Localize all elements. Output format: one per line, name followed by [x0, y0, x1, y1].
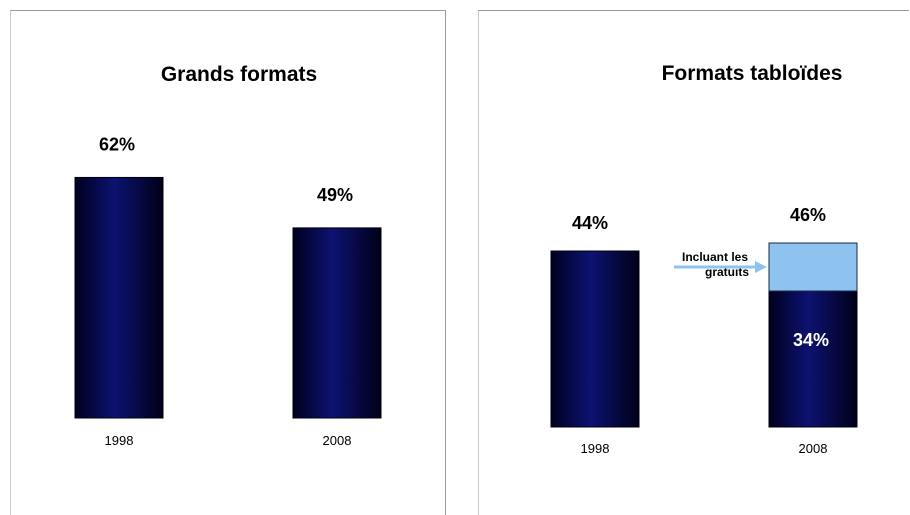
- chart-title: Formats tabloïdes: [662, 62, 843, 85]
- value-label-1998: 62%: [99, 134, 135, 154]
- bar-2008: [768, 290, 858, 428]
- x-tick-label: 2008: [323, 433, 352, 448]
- segment-label-2008: 34%: [793, 330, 829, 350]
- chart-panel-formats-tabloides: Formats tabloïdes 44% 1998 46% 34% 2008 Inclu…: [478, 10, 909, 515]
- bar-1998: [74, 176, 164, 419]
- x-tick-label: 1998: [581, 441, 610, 456]
- chart-formats-tabloides: Formats tabloïdes 44% 1998 46% 34% 2008 Inclu…: [550, 62, 858, 456]
- bar-1998: [550, 250, 640, 428]
- x-tick-label: 2008: [799, 441, 828, 456]
- value-label-2008: 49%: [317, 185, 353, 205]
- x-tick-label: 1998: [105, 433, 134, 448]
- value-label-1998: 44%: [572, 213, 608, 233]
- annotation-arrow-icon: [755, 261, 767, 273]
- chart-title: Grands formats: [161, 63, 317, 86]
- annotation-text-line-1: Incluant les: [682, 250, 748, 264]
- bar-segment-gratuits-2008: [768, 242, 858, 292]
- chart-grands-formats: Grands formats 62% 1998 49% 2008: [74, 63, 382, 448]
- value-label-2008: 46%: [790, 205, 826, 225]
- chart-panel-grands-formats: Grands formats 62% 1998 49% 2008: [10, 10, 446, 515]
- bar-2008: [292, 227, 382, 419]
